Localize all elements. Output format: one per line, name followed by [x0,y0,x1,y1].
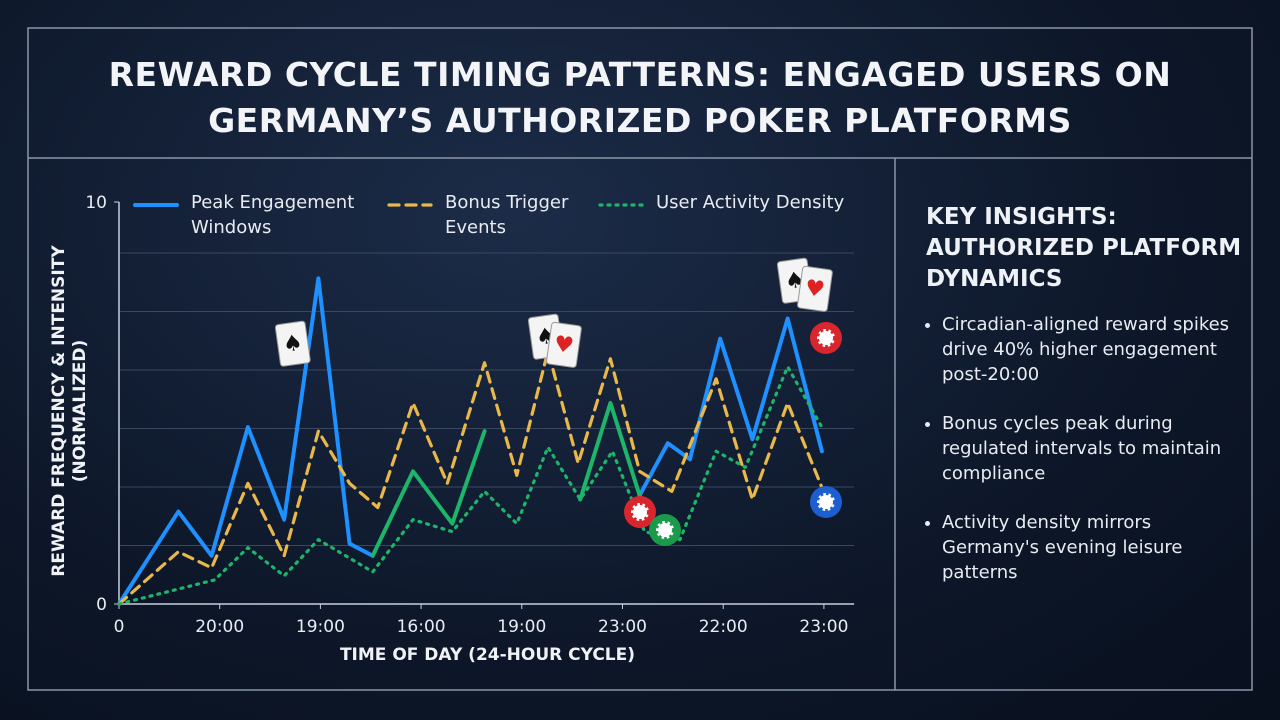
y-tick-label: 10 [85,193,107,213]
frame [27,27,1253,691]
series-line [117,349,824,606]
series-line [370,401,642,558]
series-line [117,365,824,606]
insight-item: Activity density mirrors Germany's eveni… [942,510,1242,585]
decorations: ♠ ♠ ♥ ♠ ♥ [274,257,842,546]
card-icon: ♥ [797,265,833,312]
legend-item: Peak Engagement Windows [133,190,421,240]
chip-icon [810,486,842,518]
insights-title: KEY INSIGHTS: AUTHORIZED PLATFORM DYNAMI… [926,204,1242,292]
x-tick-label: 16:00 [397,617,446,637]
svg-text:♥: ♥ [552,332,575,360]
svg-text:♥: ♥ [803,276,826,304]
insight-item: Bonus cycles peak during regulated inter… [942,411,1242,486]
x-tick-label: 22:00 [699,617,748,637]
x-tick-label: 23:00 [799,617,848,637]
series-line [117,276,824,606]
x-tick-label: 19:00 [497,617,546,637]
x-tick-label: 23:00 [598,617,647,637]
legend-swatch [598,203,644,207]
insights-list: Circadian-aligned reward spikes drive 40… [922,312,1242,609]
legend-swatch [387,203,433,207]
legend-label: Bonus Trigger Events [445,192,569,238]
chip-icon [624,496,656,528]
chip-icon [649,514,681,546]
legend-label: User Activity Density [656,192,845,213]
legend-item: User Activity Density [598,190,916,215]
y-tick-label: 0 [96,595,107,615]
x-tick-label: 0 [114,617,125,637]
x-tick-label: 19:00 [296,617,345,637]
svg-text:♠: ♠ [281,330,304,358]
x-axis-label: TIME OF DAY (24-HOUR CYCLE) [339,645,636,665]
y-axis-label: REWARD FREQUENCY & INTENSITY (NORMALIZED… [49,245,90,577]
x-tick-label: 20:00 [195,617,244,637]
legend-item: Bonus Trigger Events [387,190,595,240]
chart-title: REWARD CYCLE TIMING PATTERNS: ENGAGED US… [108,55,1172,140]
legend-label: Peak Engagement Windows [191,192,355,238]
card-icon: ♥ [546,321,582,368]
legend-swatch [133,203,179,207]
insight-item: Circadian-aligned reward spikes drive 40… [942,312,1242,387]
chip-icon [810,322,842,354]
card-icon: ♠ [274,320,311,367]
